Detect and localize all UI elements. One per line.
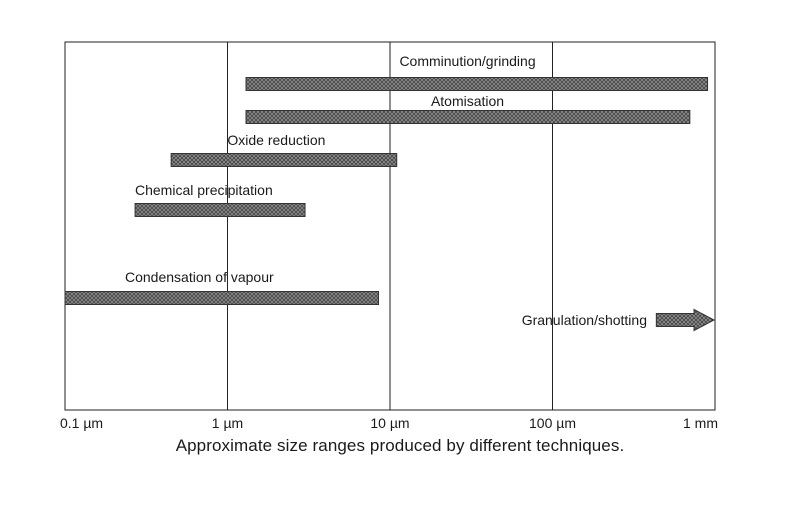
range-label-5: Granulation/shotting <box>522 312 647 328</box>
chart-caption: Approximate size ranges produced by diff… <box>175 436 625 455</box>
grid-layer <box>227 42 553 410</box>
bar-layer: Comminution/grinding Atomisation Oxide red… <box>64 53 716 332</box>
range-label-1: Atomisation <box>431 93 504 109</box>
x-tick-label-2: 10 µm <box>370 415 409 431</box>
range-bar-2 <box>170 153 398 167</box>
x-tick-label-0: 0.1 µm <box>60 415 103 431</box>
plot-frame <box>64 41 716 411</box>
range-bar-3 <box>134 203 306 217</box>
range-label-0: Comminution/grinding <box>399 53 535 69</box>
range-label-3: Chemical precipitation <box>135 182 273 198</box>
x-tick-label-1: 1 µm <box>212 415 243 431</box>
range-bar-0 <box>245 77 709 91</box>
x-tick-label-3: 100 µm <box>529 415 576 431</box>
range-bar-4 <box>64 291 380 305</box>
range-bar-1 <box>245 110 691 124</box>
range-label-4: Condensation of vapour <box>125 269 274 285</box>
tick-layer: 0.1 µm 1 µm 10 µm 100 µm 1 mm <box>60 415 718 431</box>
range-label-2: Oxide reduction <box>227 132 325 148</box>
range-arrow-5 <box>655 308 716 332</box>
x-tick-label-4: 1 mm <box>683 415 718 431</box>
